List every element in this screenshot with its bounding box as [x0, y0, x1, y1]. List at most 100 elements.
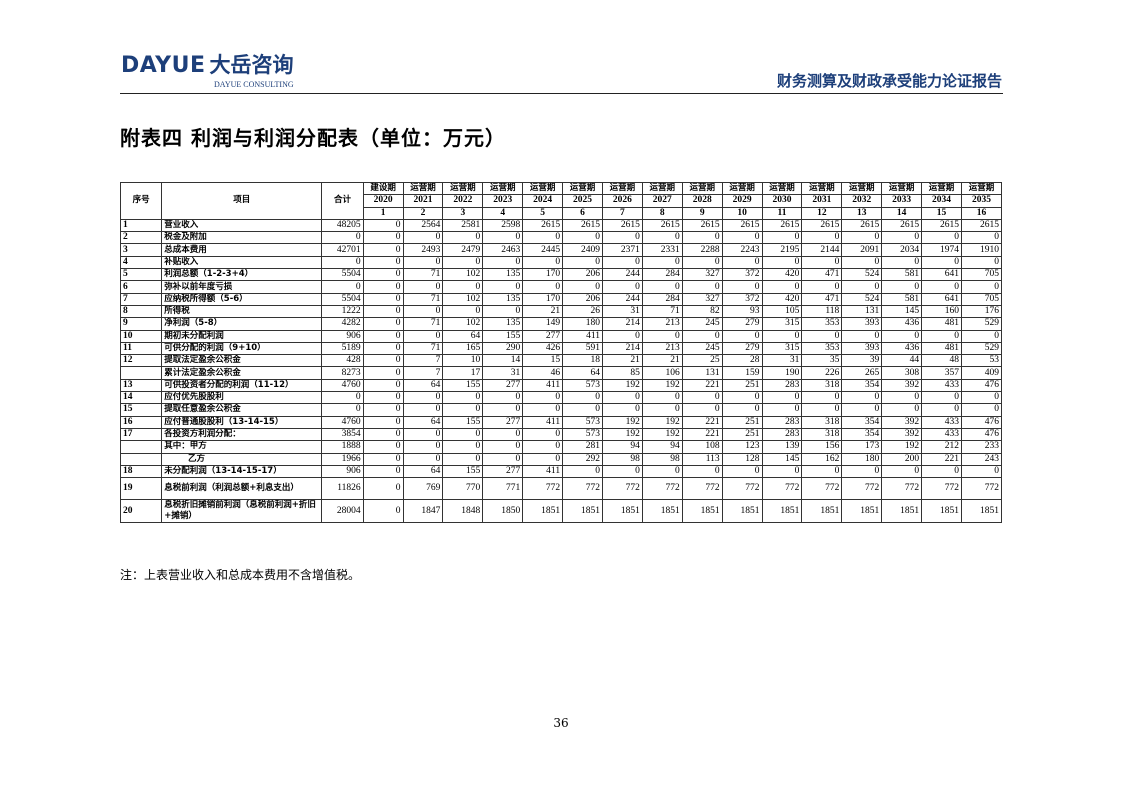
- row-value: 48: [921, 354, 962, 368]
- row-value: 64: [402, 464, 444, 479]
- row-value: 170: [522, 292, 564, 306]
- row-item: 息税折旧摊销前利润（息税前利润+折旧+摊销）: [161, 499, 323, 524]
- row-value: 0: [681, 255, 723, 270]
- row-value: 0: [641, 329, 683, 343]
- row-value: 0: [442, 304, 484, 319]
- row-value: 7: [402, 366, 444, 380]
- row-value: 94: [601, 440, 643, 454]
- row-value: 221: [681, 427, 723, 442]
- header-index: 16: [960, 206, 1003, 220]
- row-value: 71: [402, 317, 444, 331]
- row-value: 0: [761, 391, 803, 405]
- row-value: 213: [641, 317, 683, 331]
- row-value: 0: [801, 464, 843, 479]
- row-value: 420: [761, 268, 803, 282]
- row-value: 318: [801, 427, 843, 442]
- row-value: 200: [881, 452, 923, 466]
- row-value: 0: [362, 243, 404, 257]
- row-value: 2144: [801, 243, 843, 257]
- row-value: 162: [801, 452, 843, 466]
- row-total: 1222: [321, 304, 364, 319]
- row-value: 213: [641, 341, 683, 356]
- profit-distribution-table: 序号 项目 合计 建设期 运营期 运营期 运营期 运营期 运营期 运营期 运营期 运营期 运营期 运营期运…: [119, 181, 1003, 524]
- row-total: 8273: [321, 366, 364, 380]
- row-value: 327: [681, 268, 723, 282]
- row-total: 0: [321, 255, 364, 270]
- header-period: 运营期: [641, 181, 683, 196]
- row-value: 105: [761, 304, 803, 319]
- row-value: 145: [761, 452, 803, 466]
- row-value: 279: [721, 341, 763, 356]
- table-row: 16 应付普通股股利（13-14-15） 4760 0 64 155 277 411 573 19…: [119, 415, 1003, 429]
- table-row: 3 总成本费用 42701 0 2493 2479 2463 2445 2409 2371 2331…: [119, 243, 1003, 257]
- row-item: 净利润（5-8）: [161, 317, 323, 331]
- row-value: 581: [881, 268, 923, 282]
- row-value: 35: [801, 354, 843, 368]
- row-value: 0: [601, 280, 643, 294]
- row-value: 214: [601, 341, 643, 356]
- row-value: 0: [801, 391, 843, 405]
- table-row: 17 各投资方利润分配： 3854 0 0 0 0 0 573 192 192 221 251 283 31…: [119, 427, 1003, 442]
- row-value: 123: [721, 440, 763, 454]
- row-value: 0: [801, 231, 843, 245]
- row-value: 64: [402, 415, 444, 429]
- row-value: 0: [362, 341, 404, 356]
- table-row: 1 营业收入 48205 0 2564 2581 2598 2615 2615 2615 2615 2…: [119, 218, 1003, 233]
- row-total: 28004: [321, 499, 364, 524]
- table-row: 13 可供投资者分配的利润（11-12） 4760 0 64 155 277 411 573 19…: [119, 378, 1003, 393]
- row-value: 0: [522, 231, 564, 245]
- logo-text-cn: 大岳咨询: [209, 53, 294, 77]
- row-value: 2615: [641, 218, 683, 233]
- row-total: 0: [321, 280, 364, 294]
- header-year: 2025: [562, 194, 603, 208]
- row-value: 1851: [921, 499, 962, 524]
- row-value: 192: [641, 427, 683, 442]
- row-value: 173: [841, 440, 883, 454]
- row-value: 0: [921, 280, 962, 294]
- row-value: 573: [562, 427, 603, 442]
- table-row: 19 息税前利润（利润总额+利息支出） 11826 0 769 770 771 772 772 7…: [119, 477, 1003, 501]
- row-value: 327: [681, 292, 723, 306]
- row-seq: 2: [119, 231, 163, 245]
- row-value: 393: [841, 317, 883, 331]
- row-value: 0: [721, 231, 763, 245]
- row-item: 弥补以前年度亏损: [161, 280, 323, 294]
- row-value: 0: [681, 329, 723, 343]
- row-value: 94: [641, 440, 683, 454]
- row-value: 1851: [841, 499, 883, 524]
- row-value: 28: [721, 354, 763, 368]
- row-value: 2598: [482, 218, 524, 233]
- row-value: 18: [562, 354, 603, 368]
- row-value: 131: [681, 366, 723, 380]
- row-value: 0: [801, 280, 843, 294]
- row-value: 192: [601, 378, 643, 393]
- row-value: 2615: [881, 218, 923, 233]
- row-value: 102: [442, 292, 484, 306]
- header-index: 12: [801, 206, 843, 220]
- row-value: 0: [522, 255, 564, 270]
- row-value: 353: [801, 317, 843, 331]
- row-value: 0: [921, 391, 962, 405]
- table-row: 15 提取任意盈余公积金 0 0 0 0 0 0 0 0 0 0 0 0 0 0 0 0 0: [119, 403, 1003, 417]
- row-value: 0: [362, 255, 404, 270]
- row-value: 318: [801, 415, 843, 429]
- row-value: 372: [721, 292, 763, 306]
- row-value: 0: [641, 255, 683, 270]
- row-value: 0: [841, 280, 883, 294]
- row-value: 251: [721, 427, 763, 442]
- table-row: 4 补贴收入 0 0 0 0 0 0 0 0 0 0 0 0 0 0 0 0 0: [119, 255, 1003, 270]
- header-period: 运营期: [721, 181, 763, 196]
- row-value: 17: [442, 366, 484, 380]
- row-value: 1910: [960, 243, 1003, 257]
- row-value: 0: [562, 391, 603, 405]
- row-value: 0: [562, 255, 603, 270]
- row-value: 243: [960, 452, 1003, 466]
- row-value: 772: [601, 477, 643, 501]
- row-value: 113: [681, 452, 723, 466]
- row-seq: 11: [119, 341, 163, 356]
- row-value: 354: [841, 378, 883, 393]
- row-value: 135: [482, 268, 524, 282]
- row-value: 0: [960, 280, 1003, 294]
- row-value: 0: [681, 231, 723, 245]
- row-value: 0: [721, 464, 763, 479]
